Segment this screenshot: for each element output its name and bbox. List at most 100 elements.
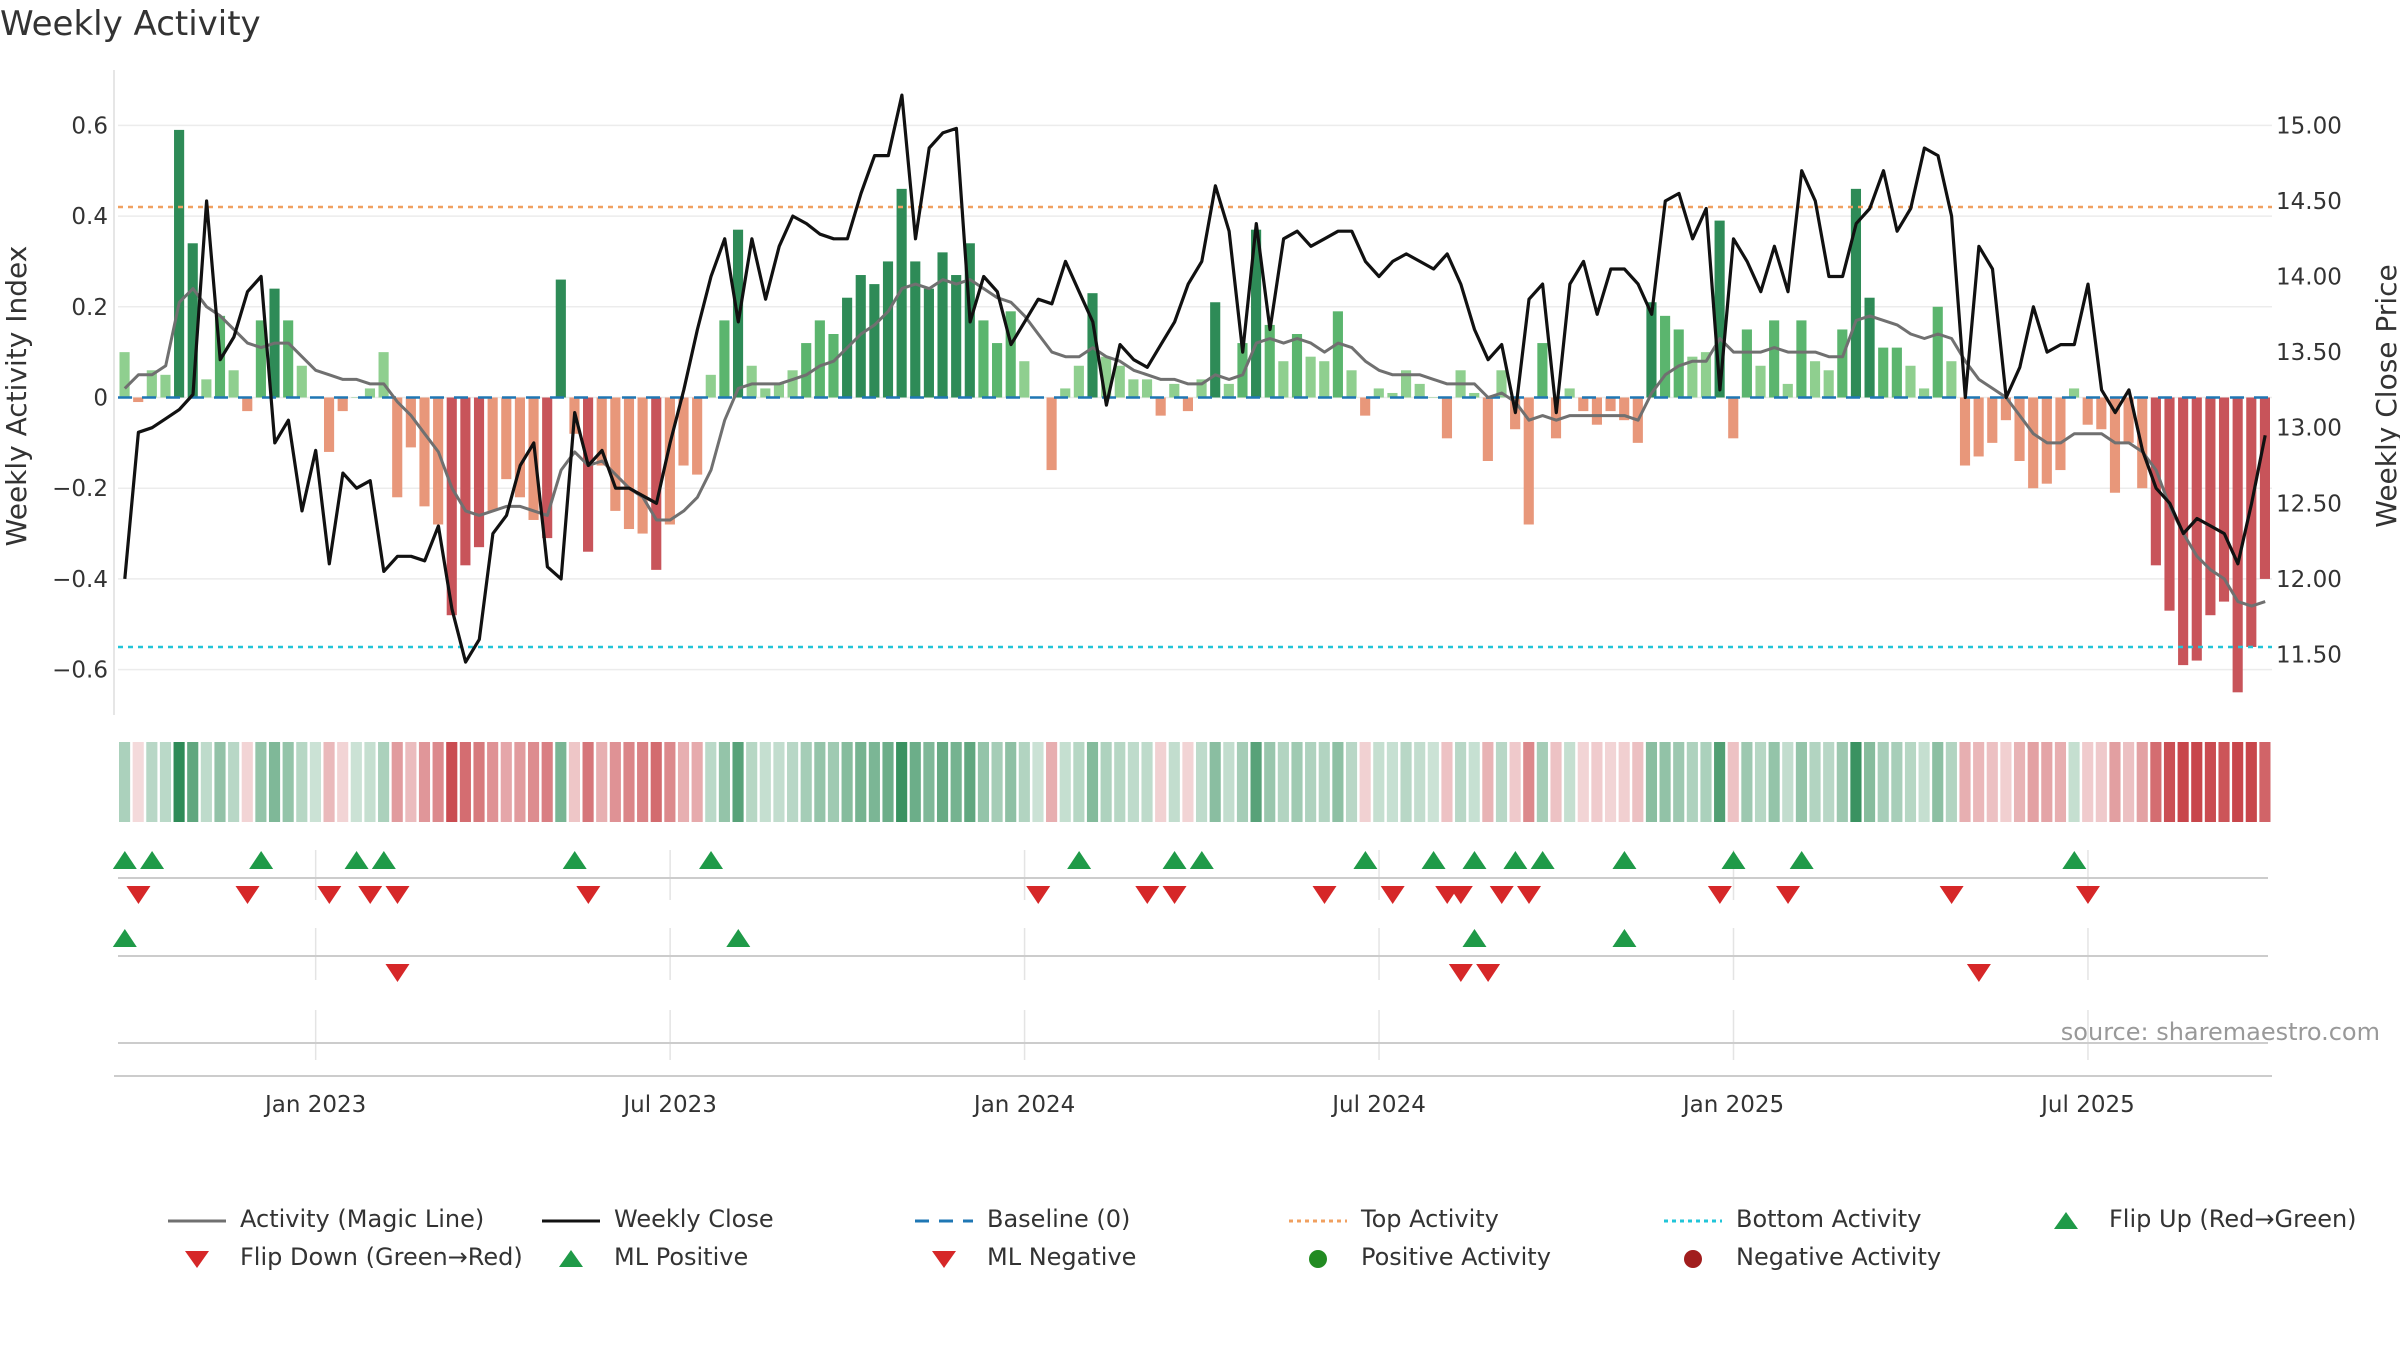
activity-bar: [2123, 397, 2134, 443]
heat-cell: [187, 742, 199, 822]
flip-up-marker: [1530, 851, 1555, 869]
weekly-close-series: [123, 93, 2267, 664]
heat-cell: [1604, 742, 1617, 822]
flip-down-marker: [1939, 886, 1964, 904]
activity-bar: [119, 352, 130, 398]
x-tick-label: Jul 2023: [621, 1092, 717, 1118]
heat-cell: [1986, 742, 1998, 822]
heat-cell: [2068, 742, 2080, 822]
heat-cell: [2163, 742, 2176, 822]
activity-bar: [1823, 370, 1834, 398]
legend-label: Negative Activity: [1736, 1243, 1942, 1271]
activity-bar: [405, 397, 416, 448]
activity-bar: [1891, 347, 1902, 398]
y-right-tick-label: 13.00: [2276, 416, 2342, 442]
activity-bar: [1223, 383, 1234, 398]
heat-cell: [1373, 742, 1385, 822]
heat-cell: [759, 742, 771, 822]
activity-bar: [2232, 397, 2243, 693]
heat-cell: [1959, 742, 1971, 822]
activity-bar: [773, 383, 785, 398]
heat-cell: [841, 742, 853, 822]
activity-bar: [323, 397, 335, 452]
y-right-tick-label: 12.50: [2276, 491, 2342, 517]
heat-cell: [1046, 742, 1058, 822]
heat-cell: [214, 742, 226, 822]
y-left-tick-label: 0.6: [71, 113, 108, 139]
activity-bar: [1959, 397, 1971, 466]
activity-bar: [228, 370, 239, 398]
activity-bar: [2259, 397, 2270, 579]
heat-cell: [1809, 742, 1821, 822]
activity-bar: [1769, 320, 1780, 398]
heat-cell: [1318, 742, 1330, 822]
heat-cell: [2259, 742, 2271, 822]
activity-bar: [1428, 397, 1439, 398]
heat-cell: [1495, 742, 1508, 822]
heat-cell: [541, 742, 553, 822]
activity-bar: [433, 397, 444, 525]
heat-cell: [568, 742, 581, 822]
flip-down-marker: [1707, 886, 1732, 904]
heat-cell: [814, 742, 826, 822]
heat-cell: [527, 742, 540, 822]
heat-cell: [500, 742, 512, 822]
heat-cell: [2136, 742, 2148, 822]
activity-bar: [501, 397, 512, 480]
heat-cell: [418, 742, 431, 822]
heat-cell: [337, 742, 349, 822]
activity-bar: [146, 370, 157, 398]
flip-up-marker: [562, 851, 587, 869]
activity-bar: [1060, 388, 1071, 398]
activity-bar: [1564, 388, 1575, 398]
y-axis-right-label: Weekly Close Price: [2370, 264, 2400, 527]
legend-triangle-down-icon: [166, 1247, 228, 1268]
activity-bar: [1264, 324, 1275, 398]
heat-cell: [200, 742, 212, 822]
activity-bar: [1360, 397, 1371, 416]
activity-bar: [1591, 397, 1602, 425]
activity-bar: [460, 397, 471, 566]
flip-down-marker: [385, 886, 410, 904]
heat-cell: [459, 742, 471, 822]
legend: Activity (Magic Line) Weekly Close Basel…: [150, 1205, 2400, 1285]
flip-down-marker: [576, 886, 601, 904]
heat-cell: [1564, 742, 1576, 822]
flip-up-marker: [1789, 851, 1814, 869]
activity-bar: [2150, 397, 2161, 566]
activity-bar: [1987, 397, 1998, 443]
flip-up-marker: [699, 851, 724, 869]
flip-up-marker: [1162, 851, 1187, 869]
heat-cell: [637, 742, 649, 822]
heat-cell: [1455, 742, 1467, 822]
flip-down-marker: [317, 886, 342, 904]
activity-bar: [242, 397, 253, 412]
legend-label: Activity (Magic Line): [240, 1205, 485, 1233]
flip-down-marker: [1162, 886, 1187, 904]
activity-bar: [1946, 361, 1957, 398]
heat-cell: [1591, 742, 1603, 822]
heat-cell: [487, 742, 499, 822]
heat-cell: [2150, 742, 2162, 822]
activity-bar: [473, 397, 485, 548]
heat-cell: [132, 742, 144, 822]
activity-bar: [1210, 302, 1221, 398]
activity-bar: [1619, 397, 1630, 421]
heat-cell: [1577, 742, 1589, 822]
x-tick-label: Jul 2024: [1330, 1092, 1426, 1118]
heat-cell: [1536, 742, 1548, 822]
activity-bar: [910, 261, 921, 398]
activity-bar: [1128, 379, 1139, 398]
activity-bar: [1714, 220, 1725, 398]
heat-cell: [773, 742, 785, 822]
legend-item-negative-activity: Negative Activity: [1662, 1243, 1941, 1271]
legend-triangle-down-icon: [913, 1247, 975, 1268]
activity-bar: [1919, 388, 1930, 398]
heat-cell: [827, 742, 840, 822]
y-left-tick-label: −0.2: [52, 476, 108, 502]
activity-bar: [610, 397, 621, 511]
legend-label: ML Negative: [987, 1243, 1137, 1271]
heat-cell: [378, 742, 390, 822]
heat-cell: [732, 742, 744, 822]
heat-cell: [677, 742, 690, 822]
